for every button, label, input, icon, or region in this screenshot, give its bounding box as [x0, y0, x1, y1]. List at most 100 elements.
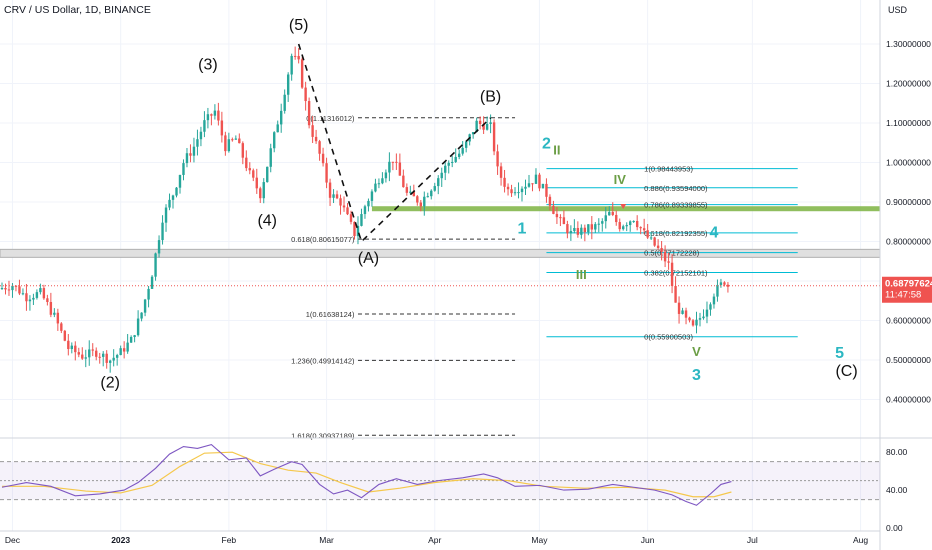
candle-body: [691, 320, 695, 326]
candle-body: [300, 59, 304, 88]
candle-body: [391, 161, 395, 163]
candle-body: [321, 153, 325, 164]
candle-body: [143, 299, 147, 313]
candle-body: [126, 342, 129, 352]
time-tick-label: Apr: [428, 535, 441, 545]
candle-body: [4, 288, 7, 290]
candle-body: [377, 183, 381, 185]
candle-body: [695, 319, 698, 326]
main-pane[interactable]: [0, 0, 880, 438]
candle-body: [416, 196, 419, 203]
time-tick-label: Feb: [222, 535, 237, 545]
time-tick-label: Mar: [319, 535, 334, 545]
fib-label-right: 0(0.55900503): [644, 333, 693, 342]
candle-body: [541, 183, 545, 189]
candle-body: [457, 153, 461, 157]
wave-label: 5: [835, 345, 844, 362]
candle-body: [587, 224, 590, 233]
candle-body: [534, 174, 538, 184]
candle-body: [112, 357, 115, 361]
candle-body: [437, 178, 440, 187]
candle-body: [63, 330, 67, 341]
symbol-title: CRV / US Dollar, 1D, BINANCE: [4, 4, 151, 16]
candle-body: [580, 227, 583, 235]
candle-body: [49, 302, 53, 315]
candle-body: [105, 353, 108, 363]
price-tick-label: 0.40000000: [886, 395, 931, 405]
price-tick-label: 0.80000000: [886, 237, 931, 247]
candle-body: [597, 223, 600, 225]
candle-body: [157, 240, 161, 254]
candle-body: [499, 166, 503, 178]
price-axis[interactable]: 1.30000000 1.20000000 1.10000000 1.00000000…: [886, 39, 931, 405]
candle-body: [485, 123, 489, 130]
candle-body: [478, 120, 482, 125]
candle-body: [353, 221, 356, 237]
candle-body: [412, 191, 416, 197]
candle-body: [273, 132, 276, 149]
candle-body: [433, 186, 436, 191]
candle-body: [423, 196, 426, 207]
candle-body: [95, 350, 98, 357]
candle-body: [0, 288, 4, 290]
price-tick-label: 0.90000000: [886, 197, 931, 207]
resistance-zone-grey: [0, 248, 881, 258]
time-tick-label: Dec: [5, 535, 21, 545]
candle-body: [136, 318, 140, 336]
candle-body: [719, 282, 723, 285]
candle-body: [56, 312, 60, 324]
candle-body: [293, 55, 297, 57]
candle-body: [168, 199, 171, 208]
candle-body: [290, 55, 293, 75]
candle-body: [259, 188, 262, 199]
candle-body: [545, 183, 548, 197]
candle-body: [367, 200, 370, 207]
candle-body: [702, 316, 705, 319]
candle-body: [318, 141, 321, 154]
time-tick-label: Jul: [747, 535, 758, 545]
candle-body: [622, 226, 625, 230]
candle-body: [395, 161, 398, 163]
candle-body: [471, 132, 475, 135]
candle-body: [688, 317, 691, 321]
candle-body: [182, 163, 185, 175]
fib-label-right: 0.5(0.77172228): [644, 249, 700, 258]
candle-body: [280, 110, 283, 125]
rsi-axis: 80.00 40.00 0.00: [886, 447, 908, 533]
candle-body: [705, 309, 709, 317]
candle-body: [363, 206, 367, 215]
candle-body: [548, 196, 552, 206]
candle-body: [129, 336, 133, 343]
candle-body: [206, 114, 210, 121]
candle-body: [370, 191, 374, 201]
candle-body: [677, 302, 681, 314]
candle-body: [608, 212, 611, 216]
wave-label: (2): [100, 375, 120, 392]
grid: [0, 0, 880, 531]
time-tick-label: 2023: [111, 535, 130, 545]
wave-label: (4): [257, 213, 277, 230]
candle-body: [510, 189, 513, 194]
wave-label: (A): [358, 250, 379, 267]
wave-label: (C): [835, 363, 857, 380]
candle-body: [398, 162, 402, 176]
time-tick-label: Aug: [853, 535, 868, 545]
fib-label-right: 0.618(0.82192355): [644, 229, 708, 238]
candle-body: [569, 231, 573, 234]
candle-body: [245, 157, 248, 169]
candle-body: [342, 205, 346, 208]
candle-body: [653, 237, 656, 246]
candle-body: [615, 214, 618, 223]
time-axis[interactable]: Dec 2023 Feb Mar Apr May Jun Jul Aug: [5, 535, 868, 545]
last-price-badge-bg: [882, 276, 932, 303]
candle-body: [349, 214, 353, 222]
fib-label-left: 1.236(0.49914142): [291, 356, 355, 365]
candle-body: [241, 143, 245, 158]
candle-body: [283, 94, 286, 111]
candle-body: [430, 190, 433, 197]
rsi-pane[interactable]: [0, 444, 880, 506]
candle-body: [513, 192, 517, 194]
candle-body: [339, 198, 342, 206]
candle-body: [639, 227, 642, 229]
